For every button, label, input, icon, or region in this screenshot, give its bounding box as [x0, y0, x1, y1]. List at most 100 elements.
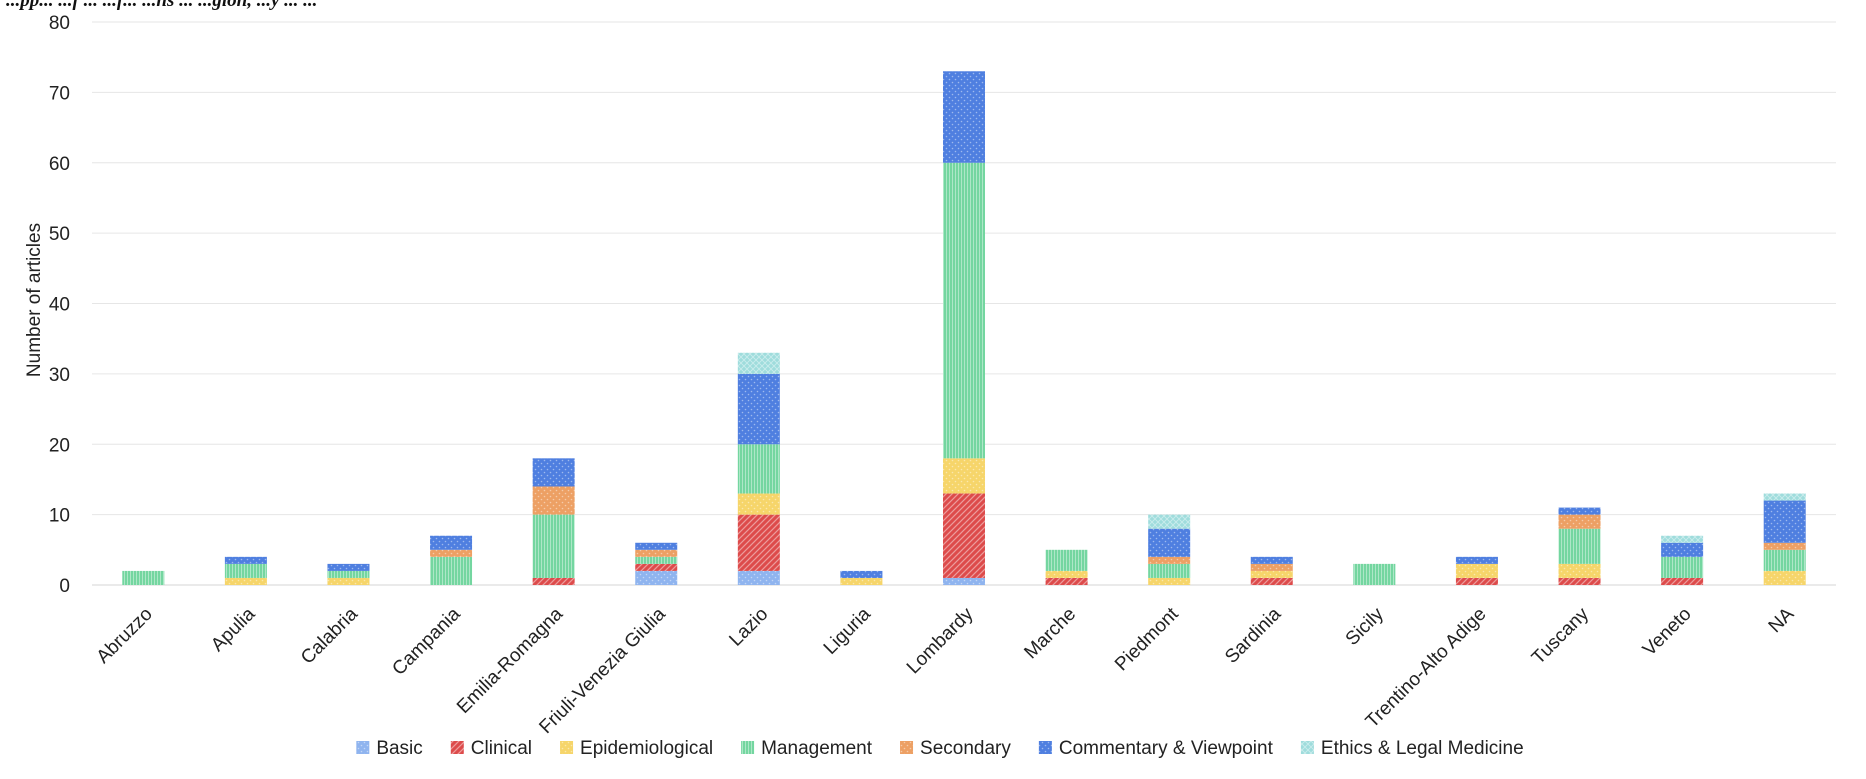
bar-segment — [1763, 549, 1806, 571]
bar-segment — [1661, 577, 1704, 585]
bar-segment — [1250, 563, 1293, 571]
bar-segment — [1763, 493, 1806, 501]
legend-label: Clinical — [471, 738, 532, 759]
bar-segment — [430, 556, 473, 585]
legend-label: Commentary & Viewpoint — [1059, 738, 1274, 759]
bar-segment — [1558, 577, 1601, 585]
bar-segment — [635, 549, 678, 557]
y-tick-label: 80 — [49, 13, 70, 34]
bar-segment — [532, 458, 575, 487]
y-tick-label: 40 — [49, 295, 70, 316]
x-tick-label: Marche — [1020, 604, 1080, 664]
legend-swatch — [450, 741, 464, 754]
x-tick-label: Sicily — [1342, 603, 1389, 650]
bar-segment — [840, 570, 883, 578]
bar-segment — [1045, 570, 1088, 578]
bar-segment — [1250, 570, 1293, 578]
bar-segment — [943, 162, 985, 459]
caption-fragment: ...pp... ...f ... ...f... ...ns ... ...g… — [6, 0, 317, 11]
x-tick-label: Emilia-Romagna — [453, 603, 567, 717]
y-tick-label: 0 — [59, 576, 70, 597]
x-tick-label: Campania — [389, 603, 465, 679]
y-tick-label: 70 — [49, 83, 70, 104]
bar-segment — [635, 563, 678, 571]
bar-segment — [737, 352, 780, 374]
y-axis-label: Number of articles — [24, 223, 45, 377]
y-tick-label: 60 — [49, 154, 70, 175]
bar-segment — [1148, 528, 1191, 557]
bar-segment — [224, 577, 267, 585]
bar-segment — [737, 493, 780, 515]
x-axis-ticks: Abruzzo Apulia Calabria CampaniaEmilia-Roma… — [93, 603, 1799, 738]
bar-segment — [327, 563, 370, 571]
bar-segment — [1353, 563, 1396, 585]
bar-segment — [327, 577, 370, 585]
x-tick-label: Piedmont — [1111, 603, 1183, 675]
legend-swatch — [356, 741, 370, 754]
bar-segment — [1558, 563, 1601, 578]
bar-segment — [1558, 528, 1601, 564]
bar-segment — [737, 514, 780, 571]
bar-segment — [1250, 577, 1293, 585]
bar-segment — [224, 556, 267, 564]
bar-segment — [1455, 563, 1498, 578]
x-tick-label: NA — [1765, 603, 1799, 637]
bar-segment — [327, 570, 370, 578]
bar-segment — [1763, 542, 1806, 550]
bar-segment — [224, 563, 267, 578]
legend-swatch — [1300, 741, 1314, 754]
bar-segment — [635, 542, 678, 550]
bar-segment — [1763, 570, 1806, 585]
x-tick-label: Apulia — [207, 603, 260, 656]
bar-segment — [1250, 556, 1293, 564]
legend-label: Secondary — [920, 738, 1011, 759]
bar-segment — [1148, 514, 1191, 529]
legend-label: Management — [761, 738, 873, 759]
legend-label: Ethics & Legal Medicine — [1321, 738, 1524, 759]
bar-segment — [1045, 577, 1088, 585]
bar-segment — [532, 514, 575, 578]
y-tick-label: 10 — [49, 506, 70, 527]
bar-segment — [1661, 542, 1704, 557]
bar-segment — [943, 577, 985, 585]
legend-swatch — [560, 741, 574, 754]
bar-segment — [1661, 556, 1704, 578]
x-tick-label: Liguria — [820, 603, 875, 658]
legend-swatch — [741, 741, 755, 754]
bar-segment — [943, 458, 985, 494]
bar-segment — [532, 486, 575, 515]
y-tick-label: 20 — [49, 435, 70, 456]
x-tick-label: Veneto — [1639, 604, 1696, 661]
legend-swatch — [1038, 741, 1052, 754]
bar-segment — [1148, 556, 1191, 564]
bar-segment — [1558, 507, 1601, 515]
legend-label: Basic — [376, 738, 422, 759]
bar-segment — [943, 493, 985, 578]
legend-label: Epidemiological — [580, 738, 713, 759]
bar-segment — [430, 535, 473, 550]
legend-swatch — [900, 741, 914, 754]
bar-segment — [737, 570, 780, 585]
x-tick-label: Calabria — [297, 603, 362, 668]
bar-segment — [1763, 500, 1806, 543]
bars — [122, 71, 1806, 585]
x-tick-label: Abruzzo — [93, 604, 157, 668]
bar-segment — [1148, 563, 1191, 578]
y-tick-label: 30 — [49, 365, 70, 386]
bar-segment — [635, 556, 678, 564]
bar-segment — [1455, 577, 1498, 585]
bar-segment — [1148, 577, 1191, 585]
bar-segment — [1661, 535, 1704, 543]
y-tick-label: 50 — [49, 224, 70, 245]
bar-segment — [840, 577, 883, 585]
bar-segment — [1455, 556, 1498, 564]
bar-segment — [737, 444, 780, 494]
bar-segment — [122, 570, 165, 585]
bar-segment — [532, 577, 575, 585]
bar-segment — [1558, 514, 1601, 529]
x-tick-label: Lombardy — [903, 603, 978, 678]
bar-segment — [943, 71, 985, 163]
legend: Basic Clinical Epidemiological Management Se… — [356, 738, 1524, 759]
